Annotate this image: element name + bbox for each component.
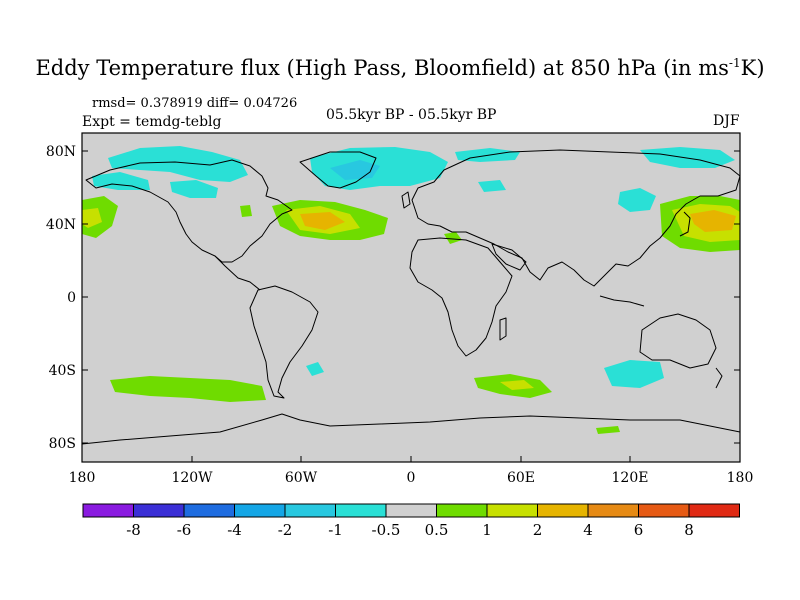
colorbar-box <box>537 503 589 518</box>
field-great-lakes <box>240 205 252 217</box>
lat-label-40n: 40N <box>46 217 76 233</box>
lon-labels: 180 120W 60W 0 60E 120E 180 <box>69 470 754 486</box>
experiment-label: Expt = temdg-teblg <box>82 114 222 130</box>
colorbar-box <box>234 503 286 518</box>
field-arctic-canada <box>108 146 248 182</box>
coast-madagascar <box>499 317 507 341</box>
title-text: Eddy Temperature flux (High Pass, Bloomf… <box>35 56 729 80</box>
stats-text: rmsd= 0.378919 diff= 0.04726 <box>92 96 298 111</box>
colorbar-box <box>335 503 387 518</box>
lon-label-120w: 120W <box>171 470 213 486</box>
coast-greenland <box>299 151 377 189</box>
title-end: K) <box>740 56 765 80</box>
field-south-pacific <box>604 360 664 388</box>
coast-australia <box>639 313 717 369</box>
coast-indonesia <box>599 295 645 307</box>
colorbar-label: 1 <box>482 521 492 539</box>
colorbar-box <box>183 503 235 518</box>
colorbar-label: 4 <box>583 521 593 539</box>
lon-label-60e: 60E <box>507 470 535 486</box>
lon-label-120e: 120E <box>612 470 649 486</box>
colorbar-label: -8 <box>126 521 141 539</box>
field-south-indian-core <box>500 380 534 390</box>
title-superscript: -1 <box>728 56 741 70</box>
lat-label-0: 0 <box>67 290 76 306</box>
lat-labels: 80N 40N 0 40S 80S <box>46 144 76 452</box>
coast-north-america <box>85 159 293 263</box>
coast-africa <box>409 237 513 357</box>
season-label: DJF <box>713 113 740 129</box>
lon-ticks <box>81 456 741 462</box>
colorbar-box <box>385 503 437 518</box>
lon-label-180e: 180 <box>727 470 754 486</box>
colorbar-box <box>284 503 336 518</box>
field-scandinavia <box>478 180 506 192</box>
colorbar-label: -1 <box>328 521 343 539</box>
colorbar-label: 6 <box>634 521 644 539</box>
field-nw-pacific-core <box>690 210 736 232</box>
colorbar-box <box>436 503 488 518</box>
colorbar-label: -4 <box>227 521 242 539</box>
colorbar-labels: -8 -6 -4 -2 -1 -0.5 0.5 1 2 4 6 8 <box>126 521 694 539</box>
lon-label-0: 0 <box>407 470 416 486</box>
colorbar-box <box>133 503 185 518</box>
lon-label-180w: 180 <box>69 470 96 486</box>
field-mediterranean <box>444 232 462 244</box>
field-south-atlantic <box>306 362 324 376</box>
coast-arabia <box>491 243 527 271</box>
colorbar-label: -0.5 <box>372 521 401 539</box>
colorbar-boxes <box>82 503 740 518</box>
coast-eurasia <box>411 149 741 287</box>
colorbar-label: -6 <box>177 521 192 539</box>
coastlines <box>81 149 741 445</box>
lat-label-40s: 40S <box>49 363 76 379</box>
period-label: 05.5kyr BP - 05.5kyr BP <box>326 107 497 123</box>
coast-south-america <box>249 285 319 399</box>
lat-label-80n: 80N <box>46 144 76 160</box>
field-central-asia <box>618 188 656 212</box>
colorbar: -8 -6 -4 -2 -1 -0.5 0.5 1 2 4 6 8 <box>82 503 740 539</box>
coast-central-america <box>214 255 261 291</box>
field-south-pacific-belt <box>110 376 266 402</box>
lon-label-60w: 60W <box>285 470 318 486</box>
coast-new-zealand <box>715 367 723 389</box>
lat-ticks <box>82 150 740 444</box>
colorbar-box <box>82 503 134 518</box>
coast-japan <box>679 211 691 237</box>
colorbar-box <box>486 503 538 518</box>
field-ne-pacific-mid <box>82 208 102 228</box>
field-nw-atlantic-core <box>300 212 345 230</box>
field-antarctic-coast <box>596 426 620 434</box>
colorbar-box <box>638 503 690 518</box>
colorbar-box <box>587 503 639 518</box>
field-greenland-core <box>330 160 380 180</box>
colorbar-label: -2 <box>278 521 293 539</box>
colorbar-label: 2 <box>533 521 543 539</box>
chart-title: Eddy Temperature flux (High Pass, Bloomf… <box>0 56 800 80</box>
colorbar-label: 0.5 <box>425 521 449 539</box>
lat-label-80s: 80S <box>49 436 76 452</box>
coast-antarctica <box>81 413 741 445</box>
field-hudson <box>170 180 218 198</box>
colorbar-box <box>688 503 740 518</box>
coast-british-isles <box>401 191 411 209</box>
colorbar-label: 8 <box>684 521 694 539</box>
